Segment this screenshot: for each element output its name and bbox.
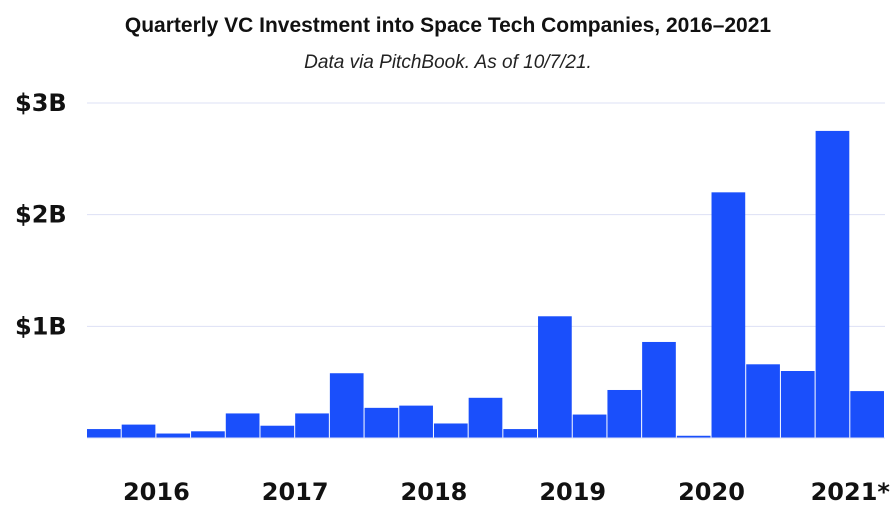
bar: 2020 Q3 (711, 192, 746, 438)
y-axis-ticks: $1B $2B $3B (15, 89, 67, 340)
bar: 2020 Q4 (746, 364, 780, 438)
bar: 2017 Q3 (295, 413, 329, 438)
bar: 2020 Q2 (676, 435, 711, 438)
bar: 2021 Q2 (815, 130, 850, 438)
bar: 2018 Q1 (364, 407, 399, 438)
bar: 2017 Q2 (260, 425, 295, 438)
y-tick-label: $3B (15, 89, 67, 117)
bar: 2017 Q4 (329, 373, 364, 438)
bar: 2016 Q1 (87, 429, 121, 438)
gridlines (87, 102, 885, 327)
bar: 2016 Q2 (121, 424, 156, 438)
bar: 2018 Q3 (433, 423, 468, 438)
bar: 2020 Q1 (642, 341, 676, 438)
x-tick-label: 2021* (811, 478, 891, 506)
bar: 2021 Q1 (780, 371, 815, 438)
bar: 2019 Q3 (572, 414, 607, 438)
bar: 2021 Q3 (850, 391, 884, 438)
chart-subtitle: Data via PitchBook. As of 10/7/21. (304, 52, 592, 73)
bar: 2016 Q3 (156, 433, 191, 438)
bar: 2018 Q4 (468, 397, 503, 438)
bar: 2017 Q1 (225, 413, 260, 438)
bar: 2019 Q4 (607, 389, 642, 438)
x-tick-label: 2020 (678, 478, 745, 506)
bar: 2019 Q1 (503, 429, 538, 438)
x-tick-label: 2019 (539, 478, 606, 506)
bar: 2016 Q4 (191, 431, 225, 438)
chart-title: Quarterly VC Investment into Space Tech … (124, 14, 772, 37)
y-tick-label: $1B (15, 312, 67, 340)
x-axis-ticks: 2016 2017 2018 2019 2020 2021* (123, 478, 890, 506)
bar: 2019 Q2 (538, 316, 572, 438)
y-tick-label: $2B (15, 201, 67, 229)
bar: 2018 Q2 (399, 405, 433, 438)
x-tick-label: 2016 (123, 478, 190, 506)
x-tick-label: 2017 (262, 478, 329, 506)
bars: 2016 Q12016 Q22016 Q32016 Q42017 Q12017 … (87, 130, 884, 438)
x-tick-label: 2018 (401, 478, 468, 506)
